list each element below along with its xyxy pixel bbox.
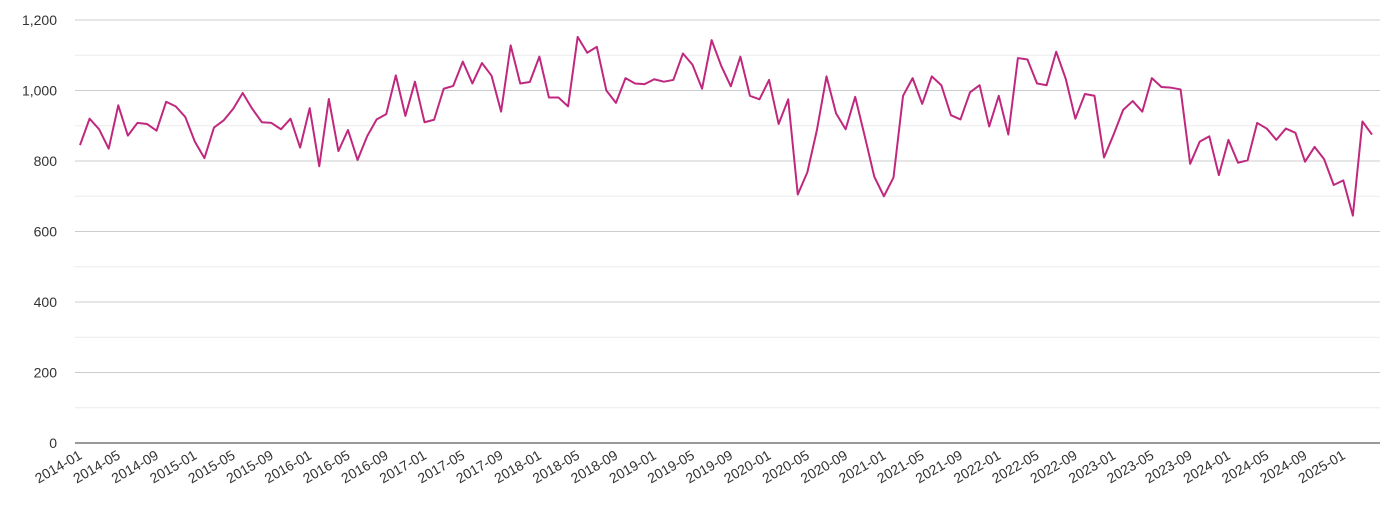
y-tick-label: 800 [34, 153, 58, 169]
y-axis: 0 200 400 600 800 1,000 1,200 [22, 12, 57, 451]
y-tick-label: 600 [34, 224, 58, 240]
y-tick-label: 0 [49, 435, 57, 451]
y-tick-label: 200 [34, 365, 58, 381]
x-axis: 2014-012014-052014-092015-012015-052015-… [32, 447, 1348, 487]
gridlines [75, 19, 1380, 409]
series-line [79, 35, 1373, 217]
y-tick-label: 1,000 [22, 83, 57, 99]
y-tick-label: 400 [34, 294, 58, 310]
y-tick-label: 1,200 [22, 12, 57, 28]
